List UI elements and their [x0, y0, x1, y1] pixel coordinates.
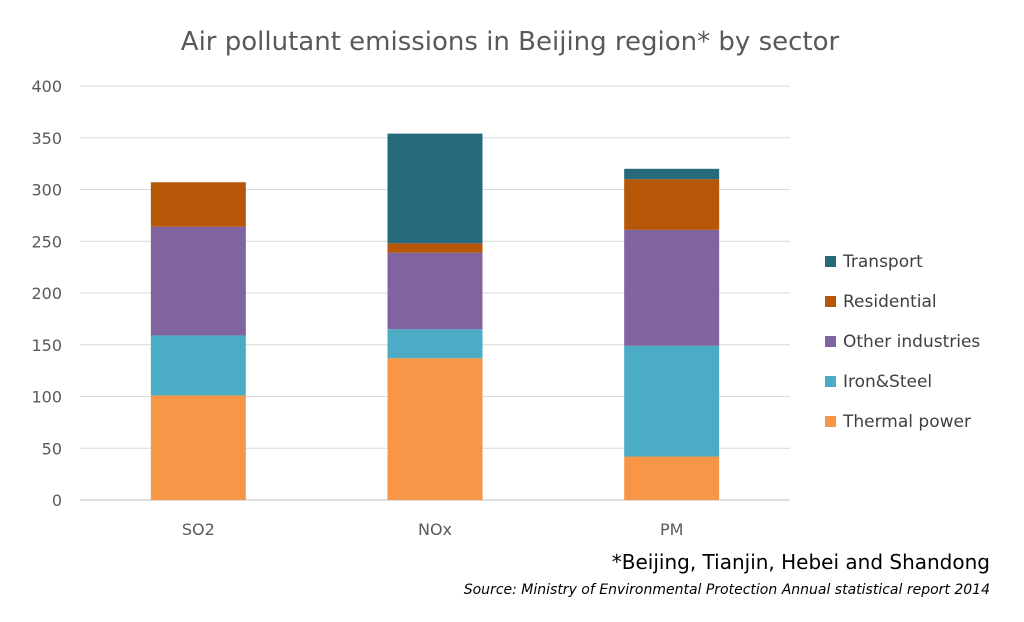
y-axis: 0 50 100 150 200 250 300 350 400	[31, 77, 62, 510]
legend-label: Thermal power	[842, 412, 971, 432]
bar-segment	[387, 243, 483, 253]
bar-segment	[387, 329, 483, 359]
y-tick-label: 350	[31, 129, 62, 148]
x-axis: SO2 NOx PM	[182, 520, 684, 539]
legend-swatch	[825, 296, 836, 307]
x-tick-label: PM	[660, 520, 683, 539]
legend-swatch	[825, 376, 836, 387]
x-tick-label: SO2	[182, 520, 215, 539]
bar-segment	[624, 345, 720, 457]
bar-segment	[624, 229, 720, 346]
bar-segment	[624, 179, 720, 230]
y-tick-label: 100	[31, 388, 62, 407]
y-tick-label: 150	[31, 336, 62, 355]
stacked-bar-chart: Air pollutant emissions in Beijing regio…	[31, 27, 980, 539]
legend: Transport Residential Other industries Iron…	[825, 252, 980, 432]
legend-label: Transport	[842, 252, 923, 272]
chart-title: Air pollutant emissions in Beijing regio…	[181, 27, 840, 57]
bars	[150, 133, 720, 500]
y-tick-label: 300	[31, 181, 62, 200]
bar-segment	[150, 226, 246, 336]
footnote: *Beijing, Tianjin, Hebei and Shandong	[611, 550, 990, 574]
bar-segment	[150, 182, 246, 227]
source-note: Source: Ministry of Environmental Protec…	[463, 582, 990, 598]
bar-segment	[387, 358, 483, 500]
legend-swatch	[825, 256, 836, 267]
y-tick-label: 50	[42, 439, 62, 458]
bar-segment	[387, 252, 483, 330]
bar-segment	[624, 168, 720, 180]
y-tick-label: 250	[31, 232, 62, 251]
bar-segment	[150, 335, 246, 396]
legend-swatch	[825, 416, 836, 427]
y-tick-label: 0	[52, 491, 62, 510]
legend-label: Residential	[843, 292, 937, 312]
y-tick-label: 400	[31, 77, 62, 96]
bar-segment	[150, 395, 246, 500]
bar-segment	[624, 456, 720, 500]
legend-swatch	[825, 336, 836, 347]
x-tick-label: NOx	[418, 520, 452, 539]
legend-label: Iron&Steel	[843, 372, 932, 392]
y-tick-label: 200	[31, 284, 62, 303]
bar-segment	[387, 133, 483, 244]
legend-label: Other industries	[843, 332, 980, 352]
